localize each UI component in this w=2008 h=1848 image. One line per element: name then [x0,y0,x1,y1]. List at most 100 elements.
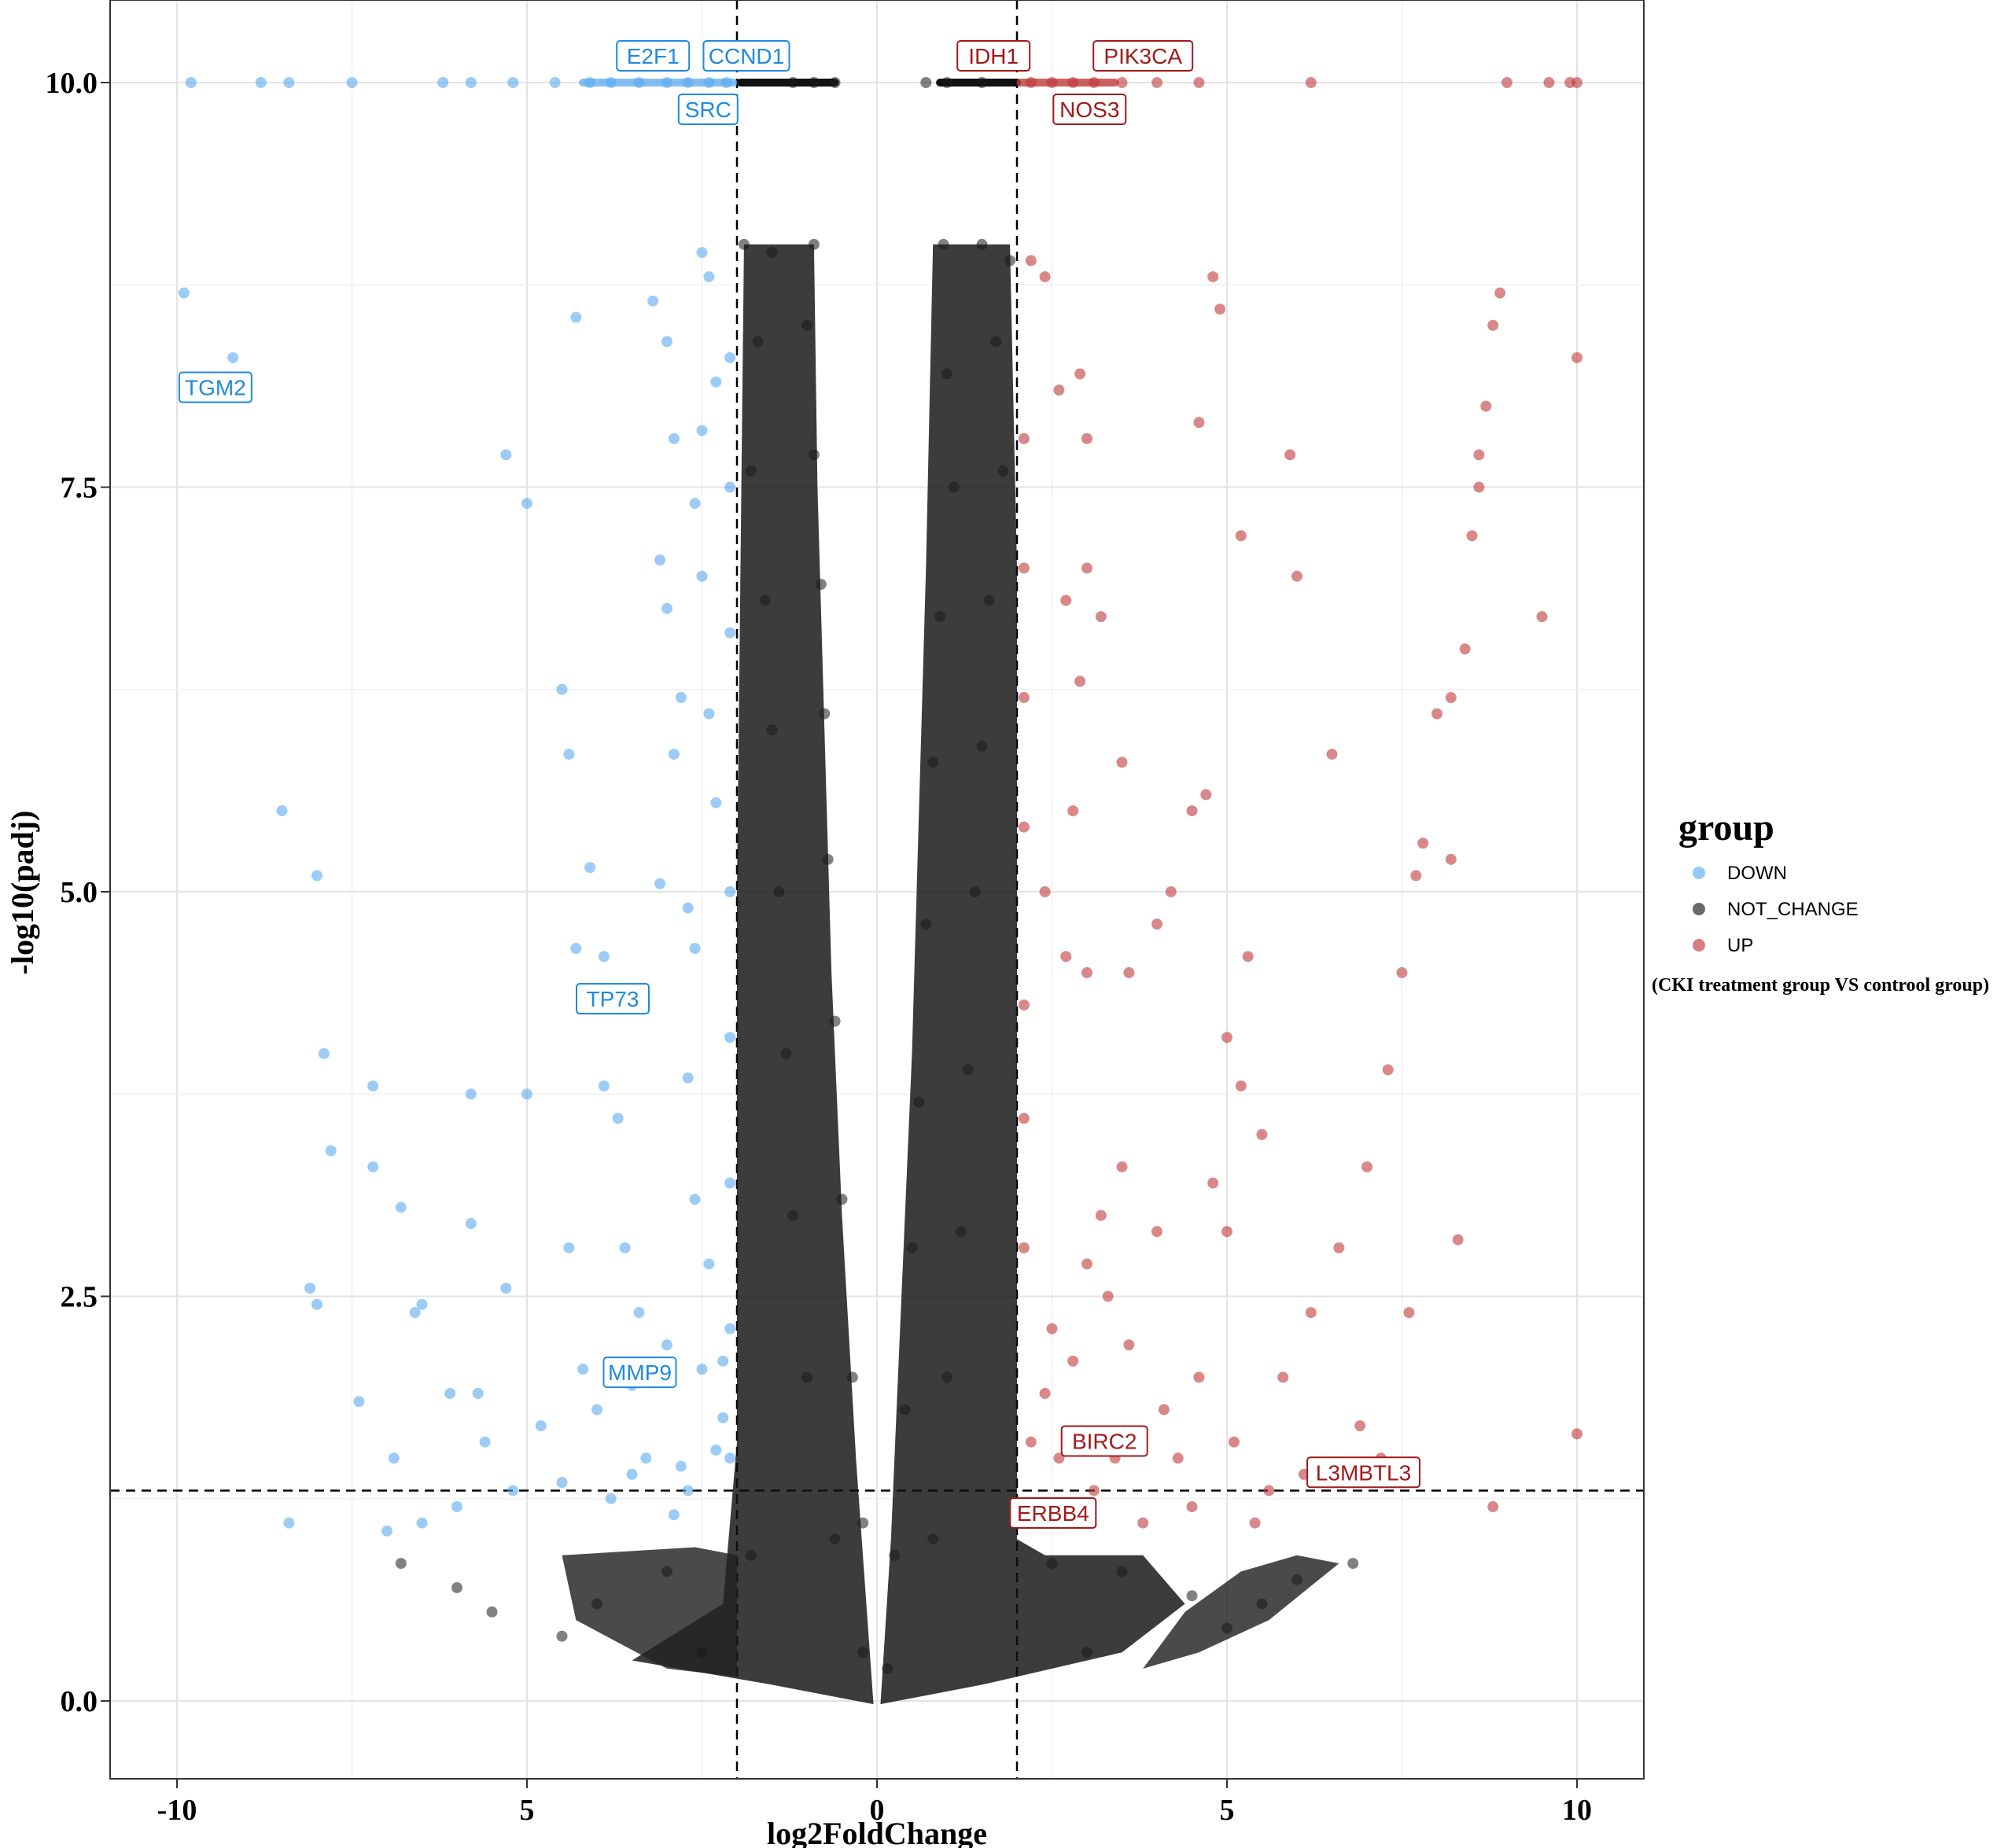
point-down [388,1452,400,1464]
point-up [1305,77,1317,88]
legend-swatch-not-change [1693,903,1705,915]
point-not-change [766,724,778,736]
point-down [633,77,645,88]
point-down [661,602,672,614]
point-up [1116,77,1128,88]
point-not-change [661,1566,672,1577]
point-up [1116,1161,1128,1172]
point-not-change [1116,1566,1128,1577]
point-not-change [906,1242,918,1253]
point-down [584,862,596,874]
legend-swatch-up [1693,939,1705,952]
point-not-change [787,1209,799,1221]
point-not-change [990,336,1002,348]
point-down [724,352,736,363]
point-up [1046,77,1058,88]
point-down [668,749,680,760]
point-not-change [766,247,778,259]
point-down [654,878,666,889]
point-up [1123,1339,1135,1351]
gene-label-box [616,40,691,72]
point-down [521,1088,532,1100]
point-up [1165,886,1177,897]
gene-label-box [1060,1425,1148,1457]
point-not-change [1221,1622,1232,1634]
point-not-change [787,77,799,88]
point-up [1193,417,1205,429]
point-down [689,943,701,955]
point-down [661,336,672,348]
point-not-change [889,1549,901,1561]
point-down [465,1088,477,1100]
point-up [1067,77,1079,88]
point-up [1018,692,1030,704]
point-up [1151,77,1162,88]
point-up [1256,1128,1268,1140]
point-up [1501,77,1512,88]
gene-label-src: SRC [677,94,739,125]
point-up [1018,433,1030,444]
point-up [1081,433,1092,444]
point-not-change [808,77,820,88]
point-up [1543,77,1555,88]
point-down [724,1177,736,1189]
y-tick-label: 10.0 [46,67,98,100]
point-down [612,1113,624,1125]
point-not-change [1347,1558,1359,1570]
gene-label-erbb4: ERBB4 [1009,1497,1097,1530]
point-down [710,797,722,808]
point-not-change [882,1662,893,1674]
point-up [1172,1452,1184,1464]
gene-label-l3mbtl3: L3MBTL3 [1306,1456,1420,1489]
point-up [1487,319,1499,331]
not-change-left-wedge [632,244,874,1705]
point-not-change [941,77,952,88]
point-not-change [927,757,939,768]
point-not-change [1186,1590,1198,1602]
legend-label: UP [1727,935,1753,956]
point-up [1095,611,1107,623]
legend-title: group [1678,807,1774,849]
point-down [619,1242,631,1253]
gene-label-box [677,94,739,125]
x-tick-label: -10 [157,1794,197,1827]
point-up [1018,562,1030,574]
point-up [1228,1436,1240,1448]
point-up [1263,1485,1275,1496]
legend-swatch-down [1693,867,1705,879]
gene-label-tgm2: TGM2 [178,371,252,403]
point-down [675,1460,687,1472]
point-down [724,1032,736,1044]
point-up [1305,1307,1317,1319]
point-up [1431,708,1442,720]
point-up [1067,805,1079,817]
point-up [1494,287,1506,299]
point-down [703,271,715,282]
gene-label-box [1052,94,1127,125]
point-down [696,247,708,259]
point-up [1116,757,1128,768]
point-down [710,1445,722,1456]
point-not-change [920,918,932,930]
point-down [367,1080,379,1091]
point-down [682,902,694,914]
point-not-change [857,1647,869,1658]
point-not-change [976,740,988,752]
point-not-change [836,1194,848,1206]
point-not-change [938,238,949,250]
point-down [598,1080,610,1091]
gene-label-box [576,983,650,1015]
point-down [654,554,666,566]
point-up [1039,1387,1051,1399]
grid-lines [110,0,1644,1779]
gene-label-mmp9: MMP9 [602,1357,677,1389]
point-up [1018,821,1030,833]
point-up [1214,304,1226,315]
point-up [1025,255,1037,267]
point-up [1487,1501,1499,1513]
point-up [1193,1371,1205,1383]
point-not-change [780,1047,792,1059]
point-not-change [1004,255,1016,267]
point-not-change [934,611,946,623]
point-up [1053,385,1065,396]
